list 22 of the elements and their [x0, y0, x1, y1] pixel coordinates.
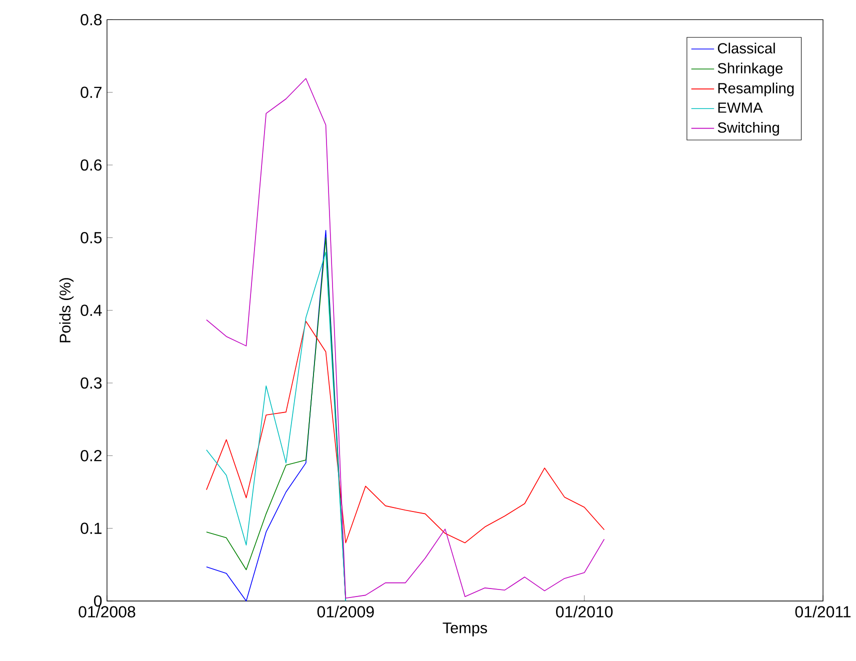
- y-tick-label: 0.7: [80, 86, 102, 98]
- x-tick-label: 01/2008: [78, 606, 136, 618]
- y-tick-label: 0.1: [80, 522, 102, 534]
- line-series: [206, 320, 605, 544]
- legend-label: Resampling: [718, 82, 794, 96]
- y-tick-label: 0: [94, 595, 102, 607]
- y-axis-title: Poids (%): [59, 278, 74, 342]
- y-tick-label: 0.5: [80, 232, 102, 244]
- x-tick-label: 01/2011: [795, 606, 851, 618]
- y-tick-label: 0.2: [80, 450, 102, 462]
- legend-label: EWMA: [718, 102, 763, 113]
- line-series: [206, 78, 605, 598]
- legend-label: Shrinkage: [718, 62, 783, 76]
- legend-label: Switching: [718, 122, 779, 136]
- y-tick-label: 0.4: [80, 304, 102, 316]
- x-tick-label: 01/2010: [556, 606, 613, 618]
- y-tick-label: 0.6: [80, 159, 102, 171]
- x-tick-label: 01/2009: [317, 606, 374, 618]
- x-axis-title: Temps: [442, 622, 488, 636]
- y-tick-label: 0.8: [80, 14, 102, 26]
- legend-label: Classical: [718, 42, 775, 54]
- y-tick-label: 0.3: [80, 377, 102, 389]
